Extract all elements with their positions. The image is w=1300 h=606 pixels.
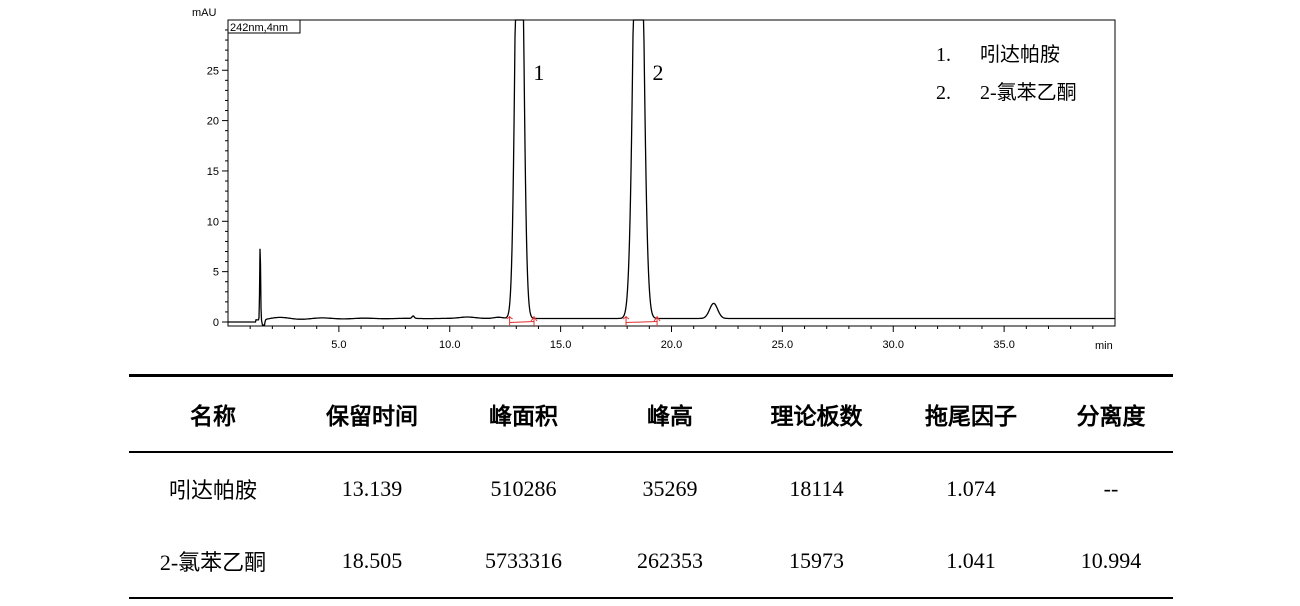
integration-mark bbox=[622, 316, 630, 326]
table-cell: 10.994 bbox=[1080, 548, 1142, 573]
x-axis: 5.0 10.0 15.0 20.0 25.0 30.0 35.0 bbox=[249, 326, 1094, 351]
x-tick-label: 30.0 bbox=[883, 339, 904, 351]
results-table: 名称 保留时间 峰面积 峰高 理论板数 拖尾因子 分离度 吲达帕胺 13.139… bbox=[129, 374, 1173, 599]
y-tick-label: 0 bbox=[213, 317, 219, 329]
table-cell: 510286 bbox=[490, 476, 557, 501]
peak-label: 2 bbox=[652, 60, 663, 85]
column-header-peak-height: 峰高 bbox=[647, 404, 693, 429]
plot-frame bbox=[227, 19, 1116, 327]
table-cell: -- bbox=[1103, 476, 1119, 501]
legend-item-2-name: 2-氯苯乙酮 bbox=[980, 81, 1077, 104]
column-header-tailing-factor: 拖尾因子 bbox=[925, 404, 1017, 429]
integration-mark bbox=[506, 316, 513, 326]
legend-item-2-number: 2. bbox=[936, 82, 951, 104]
legend-item-1-number: 1. bbox=[936, 44, 951, 66]
chromatogram-trace bbox=[228, 19, 1115, 326]
table-cell: 262353 bbox=[637, 548, 703, 573]
x-tick-label: 10.0 bbox=[439, 339, 460, 351]
column-header-retention-time: 保留时间 bbox=[326, 404, 418, 429]
table-cell: 18114 bbox=[789, 476, 844, 501]
integration-mark bbox=[530, 316, 538, 326]
integration-marks bbox=[506, 316, 661, 326]
y-tick-label: 5 bbox=[213, 267, 219, 279]
integration-mark bbox=[653, 316, 661, 326]
integration-baseline bbox=[626, 321, 658, 323]
chromatogram-chart: 0 5 10 15 20 25 5.0 10.0 15.0 20.0 25.0 30.0 35.0 m… bbox=[192, 7, 1116, 352]
table-cell: 18.505 bbox=[341, 548, 403, 573]
trace-group bbox=[228, 19, 1115, 326]
x-tick-label: 35.0 bbox=[993, 339, 1014, 351]
x-tick-label: 20.0 bbox=[661, 339, 682, 351]
table-header-row: 名称 保留时间 峰面积 峰高 理论板数 拖尾因子 分离度 bbox=[129, 375, 1173, 452]
table-cell: 35269 bbox=[642, 476, 698, 501]
column-header-plate-count: 理论板数 bbox=[770, 404, 863, 429]
y-axis-label: mAU bbox=[192, 7, 217, 19]
table-row: 2-氯苯乙酮 18.505 5733316 262353 15973 1.041… bbox=[129, 525, 1173, 598]
y-tick-label: 20 bbox=[207, 116, 219, 128]
integration-baseline bbox=[509, 321, 535, 323]
x-tick-label: 15.0 bbox=[550, 339, 571, 351]
legend-item-1-name: 吲达帕胺 bbox=[980, 43, 1060, 66]
x-axis-label: min bbox=[1095, 340, 1113, 352]
x-tick-label: 5.0 bbox=[331, 339, 346, 351]
table-cell: 2-氯苯乙酮 bbox=[159, 550, 267, 575]
table-cell: 13.139 bbox=[341, 476, 403, 501]
table-cell: 1.041 bbox=[946, 548, 996, 573]
table-row: 吲达帕胺 13.139 510286 35269 18114 1.074 -- bbox=[129, 452, 1173, 525]
channel-label-box bbox=[227, 19, 301, 34]
channel-label: 242nm,4nm bbox=[230, 22, 288, 34]
table-cell: 1.074 bbox=[946, 476, 996, 501]
y-tick-label: 10 bbox=[207, 216, 219, 228]
y-tick-label: 15 bbox=[207, 166, 219, 178]
y-axis: 0 5 10 15 20 25 bbox=[207, 29, 228, 329]
x-tick-label: 25.0 bbox=[772, 339, 793, 351]
table-cell: 15973 bbox=[789, 548, 844, 573]
y-tick-label: 25 bbox=[207, 65, 219, 77]
table-cell: 5733316 bbox=[485, 548, 562, 573]
column-header-peak-area: 峰面积 bbox=[489, 404, 558, 429]
table-cell: 吲达帕胺 bbox=[168, 478, 257, 503]
column-header-resolution: 分离度 bbox=[1076, 404, 1146, 429]
column-header-name: 名称 bbox=[190, 404, 236, 429]
peak-label: 1 bbox=[533, 60, 544, 85]
